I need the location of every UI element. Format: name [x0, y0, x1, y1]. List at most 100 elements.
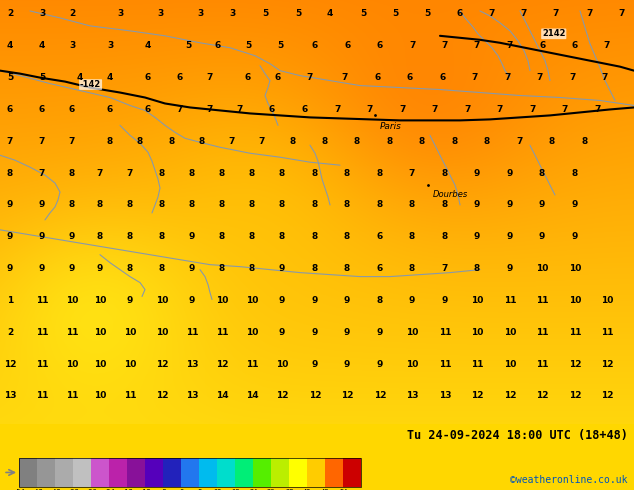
- Text: 8: 8: [189, 200, 195, 209]
- Bar: [127, 458, 145, 487]
- Text: 6: 6: [377, 41, 383, 50]
- Text: 9: 9: [39, 232, 45, 241]
- Text: 10: 10: [94, 328, 106, 337]
- Text: 8: 8: [279, 232, 285, 241]
- Text: 7: 7: [474, 41, 480, 50]
- Text: 8: 8: [127, 232, 133, 241]
- Text: 14: 14: [246, 392, 258, 400]
- Text: 11: 11: [504, 296, 516, 305]
- Text: 9: 9: [312, 360, 318, 368]
- Bar: [271, 458, 289, 487]
- Text: 7: 7: [530, 105, 536, 114]
- Text: 9: 9: [344, 328, 350, 337]
- Text: 7: 7: [465, 105, 471, 114]
- Text: 12: 12: [4, 360, 16, 368]
- Text: 10: 10: [406, 328, 418, 337]
- Text: 8: 8: [442, 232, 448, 241]
- Text: 10: 10: [276, 360, 288, 368]
- Text: 10: 10: [94, 392, 106, 400]
- Text: 9: 9: [7, 200, 13, 209]
- Text: 8: 8: [159, 232, 165, 241]
- Text: 7: 7: [442, 41, 448, 50]
- Text: 10: 10: [504, 328, 516, 337]
- Text: 6: 6: [145, 73, 151, 82]
- Bar: [253, 458, 271, 487]
- Text: 7: 7: [367, 105, 373, 114]
- Text: 6: 6: [145, 105, 151, 114]
- Text: 4: 4: [145, 41, 151, 50]
- Text: 6: 6: [457, 9, 463, 19]
- Text: 7: 7: [619, 9, 625, 19]
- Text: 12: 12: [216, 360, 228, 368]
- Text: 8: 8: [137, 137, 143, 146]
- Bar: [145, 458, 163, 487]
- Text: 10: 10: [406, 360, 418, 368]
- Text: 8: 8: [199, 137, 205, 146]
- Text: 7: 7: [432, 105, 438, 114]
- Text: 10: 10: [536, 264, 548, 273]
- Text: 8: 8: [189, 169, 195, 177]
- Text: 11: 11: [36, 328, 48, 337]
- Text: 11: 11: [536, 296, 548, 305]
- Text: 7: 7: [595, 105, 601, 114]
- Text: 9: 9: [572, 232, 578, 241]
- Text: 8: 8: [312, 232, 318, 241]
- Text: 8: 8: [582, 137, 588, 146]
- Text: 6: 6: [69, 105, 75, 114]
- Text: 11: 11: [36, 360, 48, 368]
- Text: 8: 8: [377, 296, 383, 305]
- Text: 10: 10: [601, 296, 613, 305]
- Text: 9: 9: [7, 232, 13, 241]
- Text: 11: 11: [536, 328, 548, 337]
- Text: 12: 12: [569, 360, 581, 368]
- Text: 9: 9: [279, 328, 285, 337]
- Text: 8: 8: [69, 169, 75, 177]
- Text: 7: 7: [69, 137, 75, 146]
- Text: 10: 10: [94, 360, 106, 368]
- Text: 12: 12: [504, 392, 516, 400]
- Text: 9: 9: [279, 296, 285, 305]
- Text: 11: 11: [439, 328, 451, 337]
- Text: 9: 9: [474, 200, 480, 209]
- Text: 6: 6: [440, 73, 446, 82]
- Text: 6: 6: [215, 41, 221, 50]
- Text: 8: 8: [312, 200, 318, 209]
- Text: 10: 10: [504, 360, 516, 368]
- Bar: [55, 458, 73, 487]
- Text: ©weatheronline.co.uk: ©weatheronline.co.uk: [510, 475, 628, 485]
- Text: 7: 7: [537, 73, 543, 82]
- Text: 8: 8: [290, 137, 296, 146]
- Bar: [325, 458, 344, 487]
- Text: 11: 11: [124, 392, 136, 400]
- Text: 8: 8: [97, 200, 103, 209]
- Text: 1: 1: [7, 296, 13, 305]
- Text: 8: 8: [344, 169, 350, 177]
- Text: 13: 13: [439, 392, 451, 400]
- Text: 7: 7: [410, 41, 416, 50]
- Text: 6: 6: [302, 105, 308, 114]
- Text: 9: 9: [97, 264, 103, 273]
- Text: 5: 5: [185, 41, 191, 50]
- Text: 7: 7: [587, 9, 593, 19]
- Text: 12: 12: [340, 392, 353, 400]
- Text: 13: 13: [4, 392, 16, 400]
- Text: 8: 8: [344, 264, 350, 273]
- Bar: [307, 458, 325, 487]
- Bar: [73, 458, 91, 487]
- Text: 5: 5: [7, 73, 13, 82]
- Text: 11: 11: [66, 392, 78, 400]
- Text: 9: 9: [572, 200, 578, 209]
- Text: 10: 10: [94, 296, 106, 305]
- Text: 6: 6: [269, 105, 275, 114]
- Text: 10: 10: [471, 296, 483, 305]
- Text: 7: 7: [553, 9, 559, 19]
- Text: 3: 3: [69, 41, 75, 50]
- Text: 9: 9: [539, 200, 545, 209]
- Text: 7: 7: [489, 9, 495, 19]
- Text: 7: 7: [335, 105, 341, 114]
- Text: 9: 9: [474, 169, 480, 177]
- Text: 4: 4: [77, 73, 83, 82]
- Text: 8: 8: [159, 169, 165, 177]
- Text: 7: 7: [507, 41, 513, 50]
- Text: 8: 8: [409, 232, 415, 241]
